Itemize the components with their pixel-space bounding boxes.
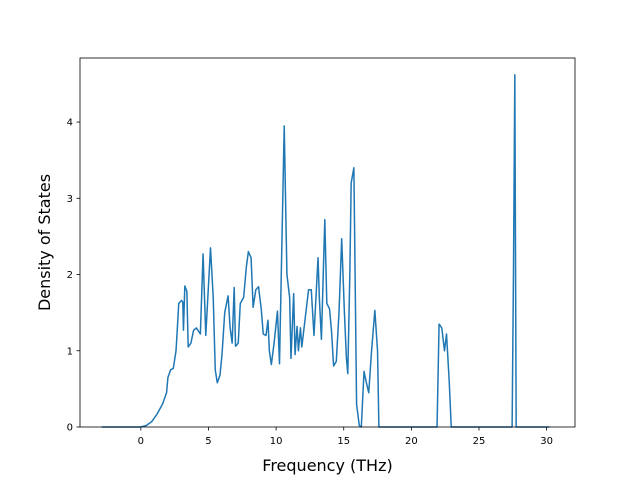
data-line (101, 74, 550, 428)
y-tick-label: 4 (67, 118, 73, 129)
x-tick-label: 20 (405, 436, 418, 447)
y-axis-label: Density of States (35, 174, 54, 311)
x-tick-label: 25 (473, 436, 486, 447)
y-tick-label: 1 (67, 346, 73, 357)
x-axis-label: Frequency (THz) (262, 456, 392, 475)
plot-frame (79, 57, 576, 428)
y-tick-label: 3 (67, 194, 73, 205)
y-tick-label: 0 (67, 423, 73, 434)
x-tick-label: 30 (540, 436, 553, 447)
x-tick-label: 5 (205, 436, 211, 447)
x-tick-label: 15 (337, 436, 350, 447)
x-tick-label: 0 (138, 436, 144, 447)
x-tick-label: 10 (270, 436, 283, 447)
y-tick-label: 2 (67, 270, 73, 281)
